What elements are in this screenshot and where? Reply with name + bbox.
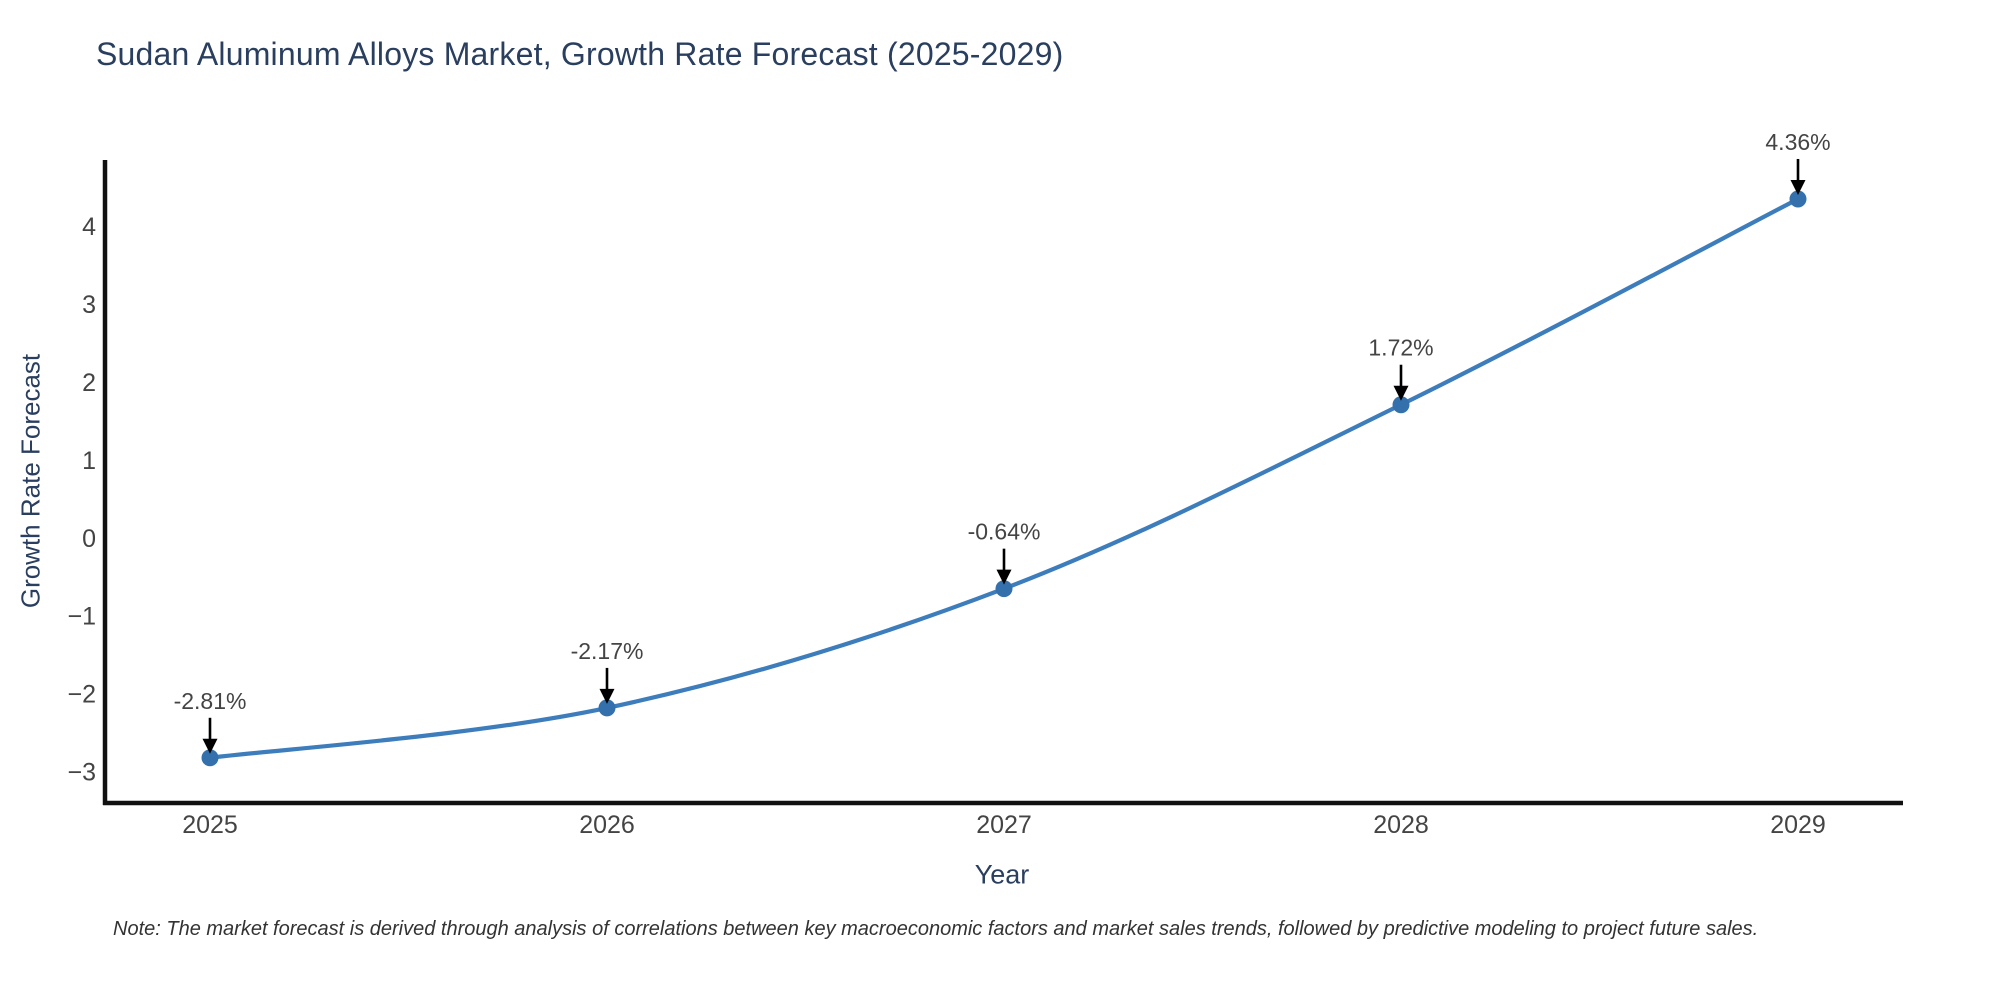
x-axis-title: Year [974, 859, 1030, 890]
trace-line[interactable] [207, 196, 1801, 760]
x-tick-label: 2028 [1373, 811, 1429, 839]
y-tick-label: 1 [82, 447, 96, 475]
x-tick-label: 2027 [976, 811, 1032, 839]
annotation-arrow-head [202, 738, 218, 754]
chart-title: Sudan Aluminum Alloys Market, Growth Rat… [96, 36, 1064, 72]
data-point[interactable] [1789, 190, 1807, 208]
x-tick-label: 2029 [1770, 811, 1826, 839]
x-tick-label: 2025 [182, 811, 238, 839]
data-point[interactable] [1392, 396, 1410, 414]
annotation-arrow-head [1790, 179, 1806, 195]
data-point[interactable] [995, 580, 1013, 598]
y-tick-label: 0 [82, 525, 96, 553]
y-tick-label: 4 [82, 213, 96, 241]
x-tick-label: 2026 [579, 811, 635, 839]
point-annotation-label: -2.81% [174, 688, 247, 714]
footnote: Note: The market forecast is derived thr… [113, 918, 1759, 940]
annotation-arrow-head [1393, 385, 1409, 401]
y-tick-label: −2 [67, 681, 96, 709]
point-annotation-label: 1.72% [1368, 335, 1433, 361]
point-annotation-label: -2.17% [571, 638, 644, 664]
data-point[interactable] [598, 699, 616, 717]
y-tick-label: −3 [67, 759, 96, 787]
y-tick-label: 2 [82, 369, 96, 397]
y-tick-label: 3 [82, 291, 96, 319]
point-annotation-label: 4.36% [1765, 129, 1830, 155]
annotation-arrow-head [996, 569, 1012, 585]
data-point[interactable] [201, 749, 219, 767]
y-tick-label: −1 [67, 603, 96, 631]
point-annotation-label: -0.64% [968, 519, 1041, 545]
annotation-arrow-head [599, 688, 615, 704]
